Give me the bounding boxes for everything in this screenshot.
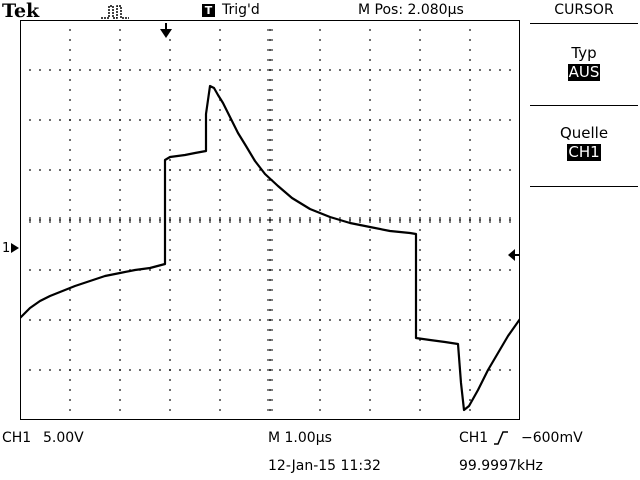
arrow-left-icon xyxy=(508,249,519,261)
trigger-badge: T xyxy=(202,4,215,17)
trigger-status: Trig'd xyxy=(222,2,260,18)
timebase: M 1.00µs xyxy=(268,430,332,446)
graticule-grid xyxy=(29,29,511,411)
rising-edge-icon xyxy=(494,431,508,445)
menu-item-value: CH1 xyxy=(567,143,601,161)
date-time: 12-Jan-15 11:32 xyxy=(268,458,381,474)
menu-item-value: AUS xyxy=(567,63,601,81)
horizontal-position: M Pos: 2.080µs xyxy=(358,2,464,18)
brand-logo: Tek xyxy=(2,0,40,22)
trigger-level: −600mV xyxy=(521,430,583,446)
ch1-ground-marker: 1 xyxy=(2,241,11,256)
menu-item-typ[interactable]: Typ AUS xyxy=(530,23,638,104)
ch1-trace xyxy=(20,84,520,412)
menu-item-label: Typ xyxy=(571,44,597,62)
ch1-label: CH1 xyxy=(2,430,32,446)
arrow-down-icon xyxy=(160,23,172,38)
run-pulse-icon xyxy=(101,5,129,19)
trigger-frequency: 99.9997kHz xyxy=(459,458,543,474)
arrow-right-icon xyxy=(11,243,19,253)
trigger-source: CH1 xyxy=(459,430,489,446)
menu-item-label: Quelle xyxy=(559,124,609,142)
graticule-border xyxy=(20,20,520,420)
ch1-scale: 5.00V xyxy=(43,430,84,446)
waveform-display xyxy=(20,20,520,420)
menu-title: CURSOR xyxy=(554,2,614,18)
menu-item-quelle[interactable]: Quelle CH1 xyxy=(530,105,638,187)
